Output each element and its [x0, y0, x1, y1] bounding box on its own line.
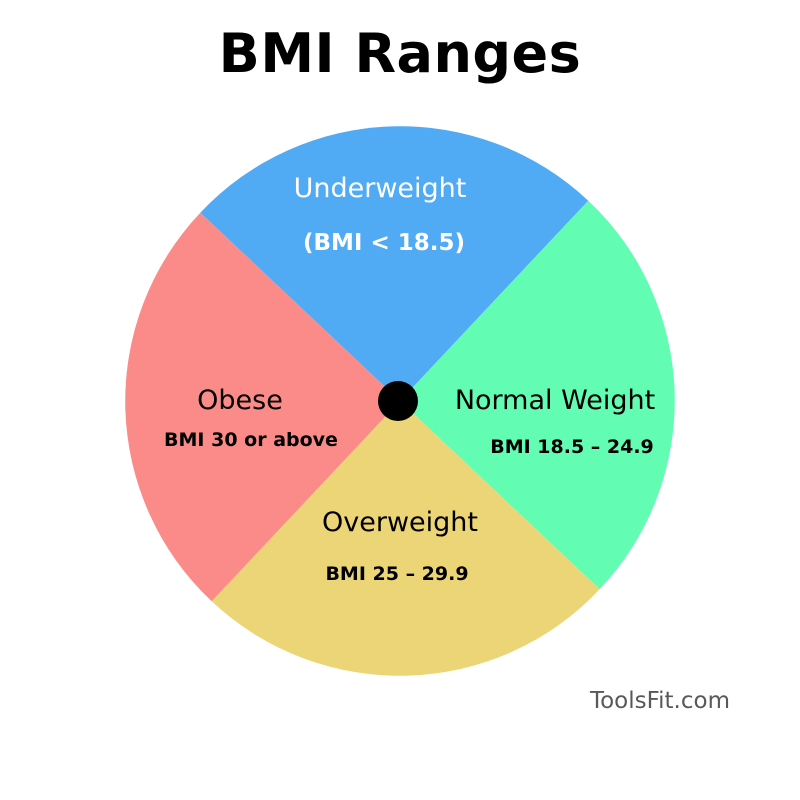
overweight-label: Overweight [322, 507, 478, 538]
underweight-label: Underweight [294, 173, 467, 204]
obese-label: Obese [197, 385, 283, 416]
watermark: ToolsFit.com [589, 688, 730, 714]
overweight-segment [211, 401, 600, 676]
normal-weight-segment [400, 200, 675, 590]
page-title: BMI Ranges [218, 22, 582, 85]
normal-weight-label: Normal Weight [455, 385, 655, 416]
center-dot [378, 381, 418, 421]
normal-weight-range: BMI 18.5 – 24.9 [490, 436, 654, 458]
obese-segment [125, 212, 400, 602]
overweight-range: BMI 25 – 29.9 [325, 563, 468, 585]
obese-range: BMI 30 or above [164, 429, 338, 451]
underweight-segment [200, 126, 589, 401]
underweight-range: (BMI < 18.5) [303, 230, 465, 256]
